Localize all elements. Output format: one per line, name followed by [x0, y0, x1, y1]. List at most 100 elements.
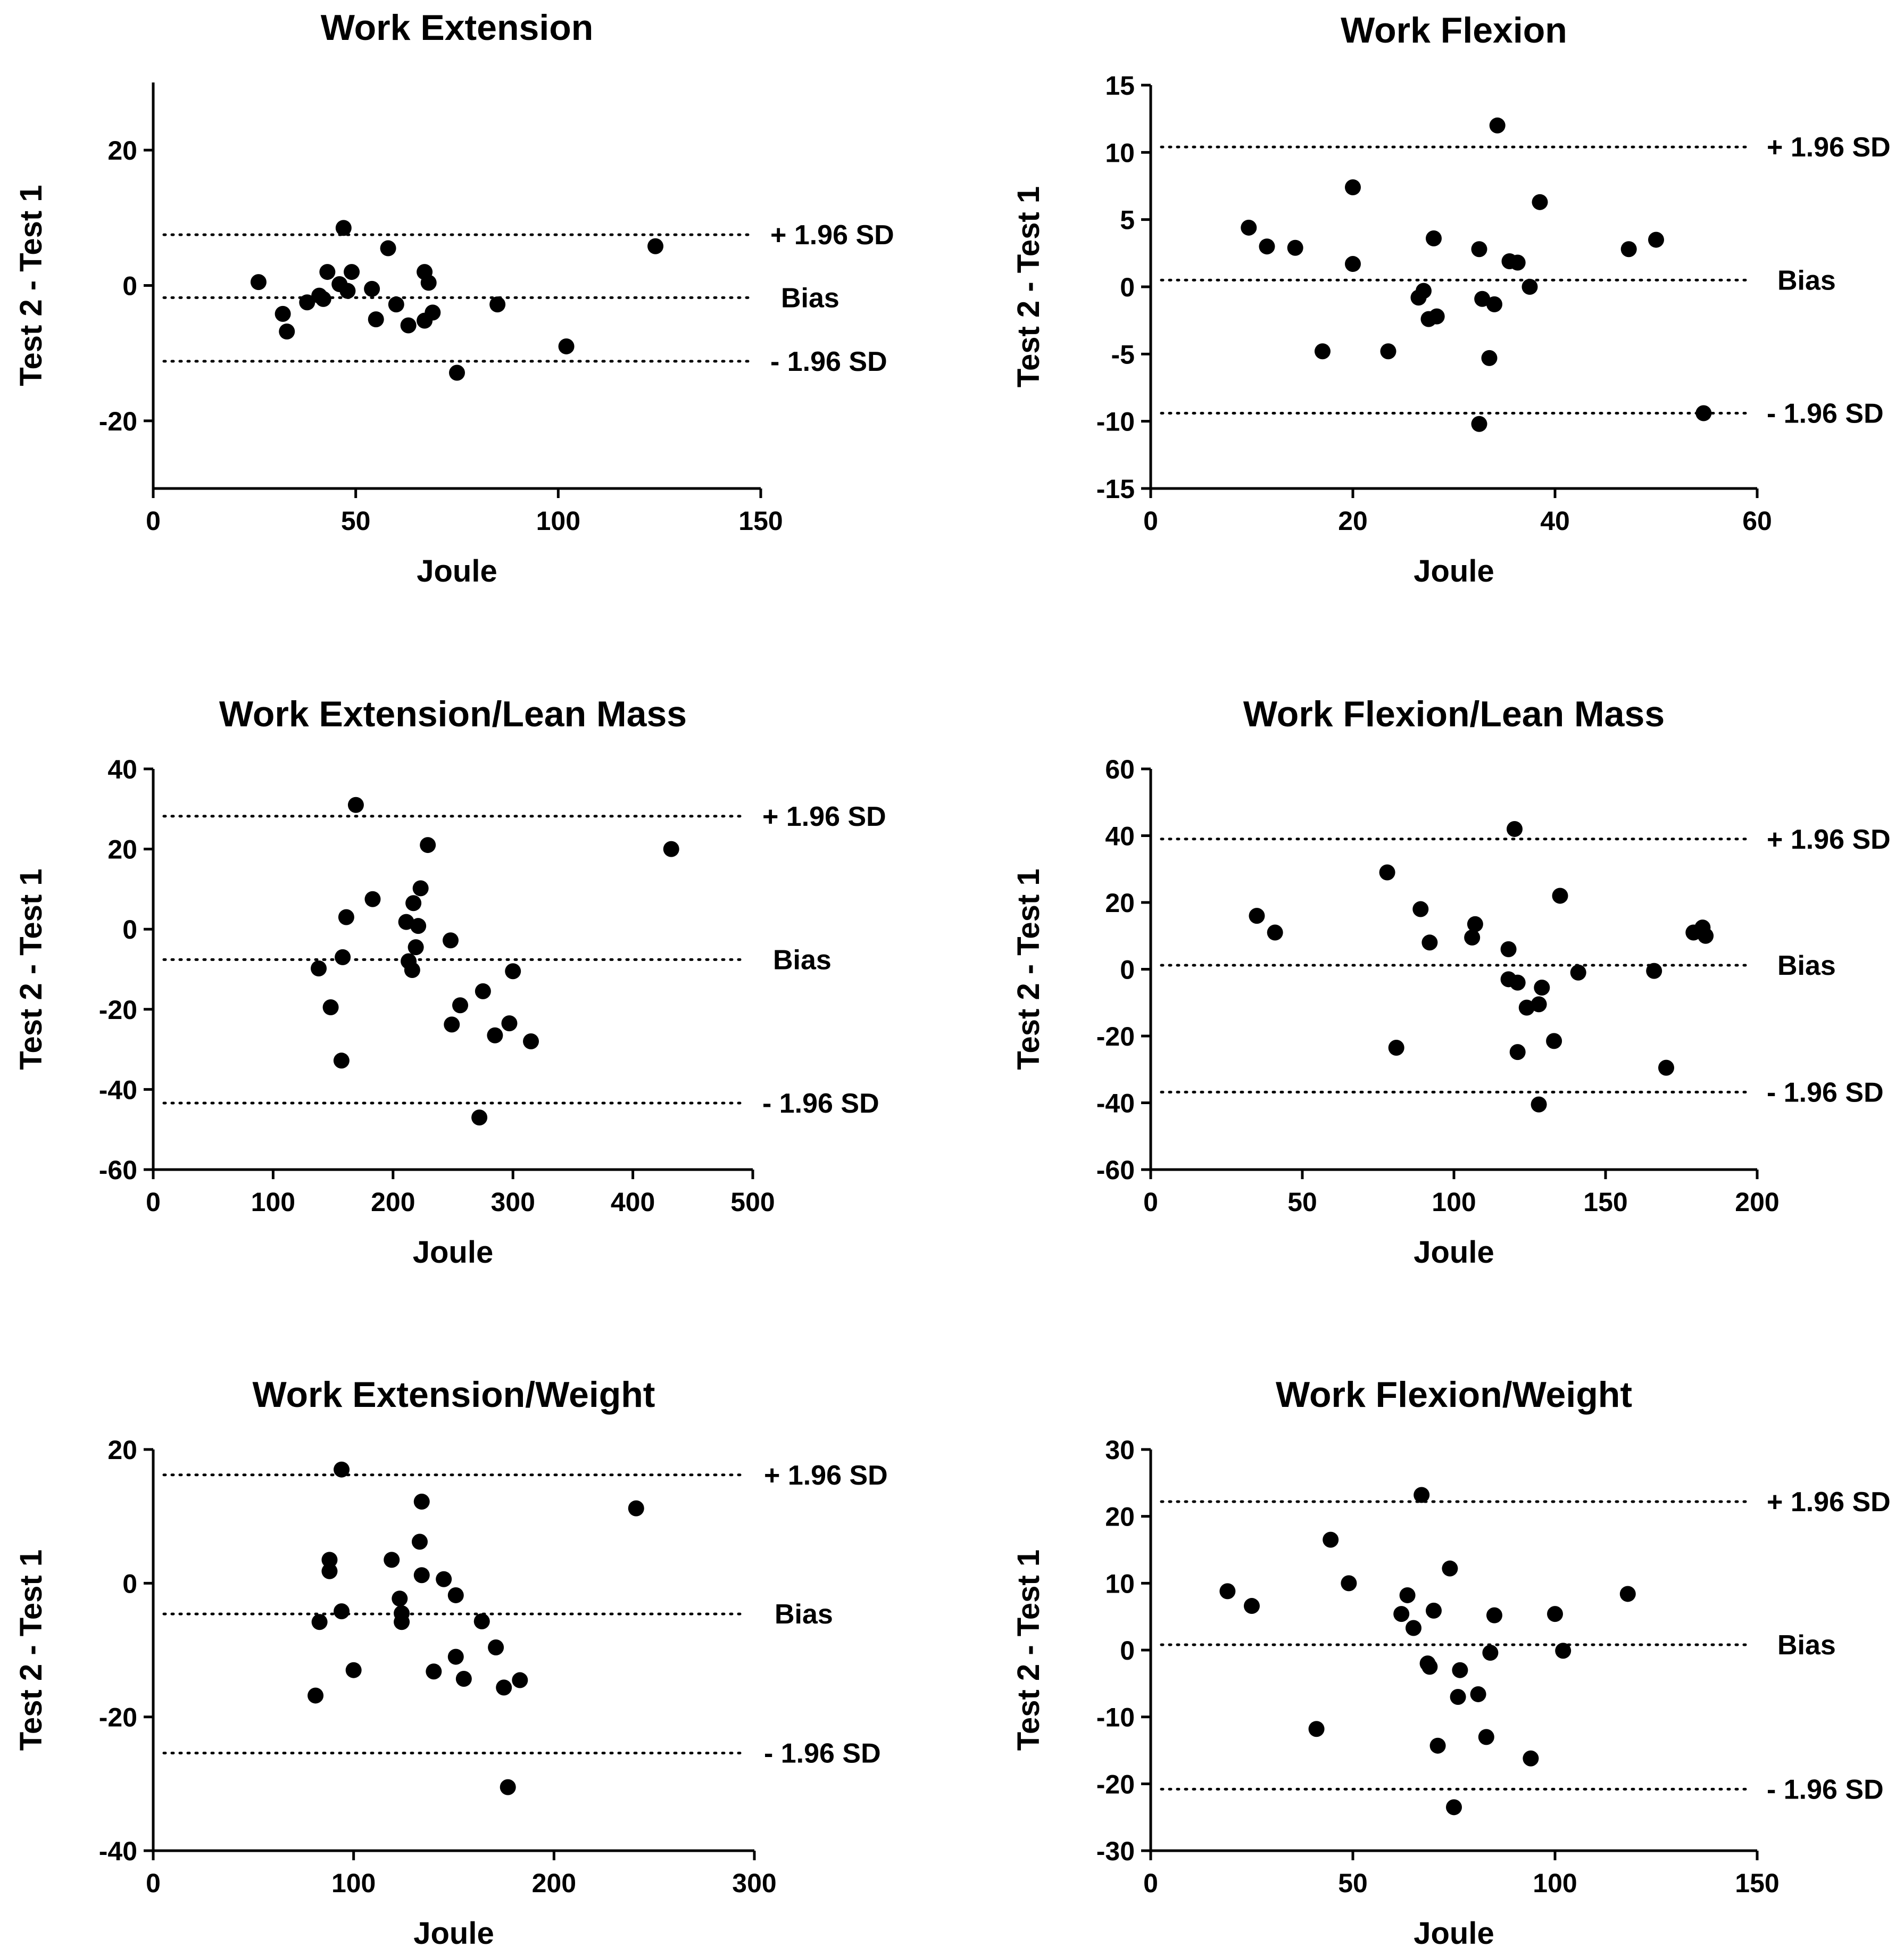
- data-point: [1308, 1721, 1325, 1737]
- data-point: [420, 837, 436, 854]
- y-tick-label: -10: [1096, 1703, 1135, 1733]
- data-point: [1446, 1799, 1462, 1816]
- y-tick-label: 15: [1105, 71, 1135, 101]
- data-point: [250, 274, 267, 291]
- x-axis-label: Joule: [1414, 1916, 1494, 1947]
- data-point: [322, 999, 339, 1016]
- y-tick-label: -40: [99, 1075, 137, 1105]
- bias-label: Bias: [775, 1599, 833, 1630]
- y-tick-label: -20: [99, 1703, 137, 1733]
- y-tick-label: -20: [99, 407, 137, 436]
- chart-title: Work Flexion: [1341, 10, 1567, 51]
- x-tick-label: 0: [1143, 1868, 1158, 1898]
- bias-label: Bias: [773, 944, 832, 975]
- lower-loa-label: - 1.96 SD: [1767, 399, 1884, 429]
- lower-loa-label: - 1.96 SD: [764, 1738, 881, 1769]
- data-point: [333, 1053, 350, 1069]
- data-point: [1486, 1607, 1502, 1623]
- data-point: [275, 305, 291, 322]
- chart-panel-5: Work Extension/Weight 0 100 200 300 -40 -20 0 20…: [14, 1374, 888, 1947]
- data-point: [1380, 343, 1396, 360]
- x-axis-label: Joule: [413, 1916, 494, 1947]
- data-point: [1399, 1587, 1416, 1603]
- data-point: [307, 1687, 324, 1704]
- x-tick-label: 100: [331, 1868, 376, 1898]
- data-point: [444, 1016, 460, 1033]
- data-point: [1471, 416, 1487, 432]
- data-point: [425, 304, 441, 321]
- y-tick-label: 0: [1120, 1636, 1135, 1666]
- data-point: [335, 949, 351, 965]
- data-point: [364, 891, 381, 907]
- data-point: [1531, 1096, 1547, 1113]
- y-tick-label: 20: [1105, 888, 1135, 918]
- x-tick-label: 0: [1143, 506, 1158, 536]
- data-point: [1414, 1487, 1430, 1503]
- data-point: [663, 841, 679, 857]
- data-point: [1323, 1531, 1339, 1548]
- data-point: [388, 296, 404, 313]
- upper-loa-label: + 1.96 SD: [762, 801, 886, 832]
- x-tick-label: 60: [1742, 506, 1772, 536]
- data-point: [1428, 308, 1445, 325]
- data-point: [452, 997, 469, 1014]
- y-tick-label: -20: [99, 995, 137, 1025]
- data-point: [368, 311, 384, 328]
- data-point: [404, 962, 420, 979]
- y-tick-label: -40: [99, 1836, 137, 1866]
- chart-title: Work Flexion/Lean Mass: [1243, 694, 1665, 734]
- y-tick-label: 10: [1105, 1569, 1135, 1598]
- data-point: [1552, 888, 1568, 904]
- data-point: [315, 291, 331, 307]
- data-point: [1442, 1560, 1458, 1577]
- data-point: [1531, 996, 1547, 1013]
- data-point: [475, 983, 491, 999]
- x-tick-label: 100: [1533, 1868, 1577, 1898]
- data-point: [1474, 291, 1491, 307]
- data-point: [1507, 821, 1523, 837]
- data-point: [1555, 1643, 1572, 1659]
- y-tick-label: 0: [122, 271, 137, 301]
- x-tick-label: 150: [738, 506, 783, 536]
- data-point: [338, 909, 354, 925]
- y-tick-label: 0: [1120, 272, 1135, 302]
- y-tick-label: -20: [1096, 1022, 1135, 1051]
- y-tick-label: 0: [122, 915, 137, 944]
- bias-label: Bias: [1777, 265, 1836, 296]
- data-point: [1450, 1688, 1466, 1705]
- data-point: [321, 1563, 338, 1579]
- y-tick-label: 20: [107, 835, 137, 865]
- data-point: [1426, 230, 1442, 247]
- data-point: [311, 1614, 328, 1630]
- lower-loa-label: - 1.96 SD: [762, 1088, 879, 1119]
- data-point: [1532, 194, 1548, 210]
- y-tick-label: -20: [1096, 1769, 1135, 1799]
- data-point: [1412, 901, 1429, 917]
- data-point: [1570, 964, 1586, 981]
- x-axis-label: Joule: [1414, 1235, 1494, 1270]
- data-point: [380, 240, 396, 256]
- data-point: [436, 1571, 452, 1587]
- data-point: [394, 1614, 410, 1630]
- data-point: [1646, 963, 1662, 979]
- data-point: [319, 264, 336, 280]
- data-point: [1429, 1737, 1446, 1754]
- data-point: [1244, 1598, 1260, 1614]
- x-tick-label: 0: [146, 1187, 161, 1217]
- data-point: [1619, 1586, 1636, 1602]
- y-tick-label: 40: [107, 755, 137, 784]
- y-tick-label: -5: [1111, 339, 1135, 369]
- data-point: [1648, 231, 1664, 248]
- upper-loa-label: + 1.96 SD: [770, 220, 894, 251]
- data-point: [1521, 279, 1538, 295]
- y-tick-label: -60: [1096, 1155, 1135, 1185]
- x-tick-label: 0: [1143, 1187, 1158, 1217]
- y-tick-label: 0: [1120, 955, 1135, 985]
- data-point: [447, 1587, 464, 1603]
- data-point: [1341, 1575, 1357, 1592]
- x-tick-label: 20: [1338, 506, 1368, 536]
- data-point: [426, 1663, 442, 1680]
